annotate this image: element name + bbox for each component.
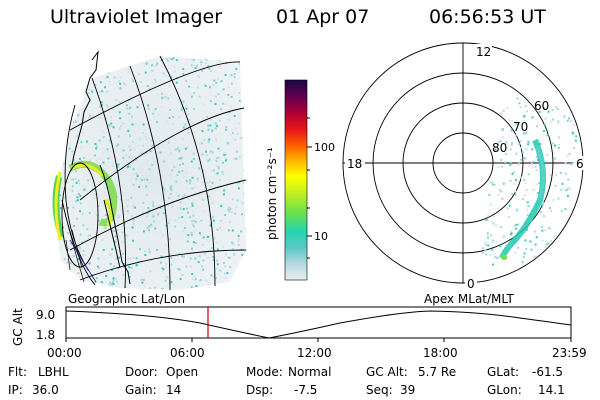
colorbar-tick-10: 10	[314, 230, 328, 243]
status-gcalt-label: GC Alt:	[366, 365, 408, 379]
timeline-xtick-1200: 12:00	[297, 346, 332, 360]
mlat-label-70: 70	[513, 120, 528, 134]
polar-emission-speckle	[481, 97, 578, 266]
right-panel-caption: Apex MLat/MLT	[424, 292, 514, 306]
timeline-ytick-low: 1.8	[36, 328, 55, 342]
colorbar-tick-100: 100	[314, 141, 335, 154]
mlat-label-60: 60	[534, 99, 549, 113]
mlt-label-12: 12	[476, 45, 491, 59]
timeline-xtick-0000: 00:00	[47, 346, 82, 360]
header-date: 01 Apr 07	[276, 6, 370, 28]
timeline-xtick-0600: 06:00	[170, 346, 205, 360]
status-seq-label: Seq:	[366, 383, 393, 397]
status-flt-label: Flt:	[8, 365, 27, 379]
status-dsp-label: Dsp:	[246, 383, 274, 397]
colorbar-unit-label: photon cm⁻²s⁻¹	[265, 147, 279, 240]
status-seq-value: 39	[400, 383, 416, 397]
timeline-ytick-high: 9.0	[36, 308, 55, 322]
status-flt-value: LBHL	[38, 365, 69, 379]
status-mode-value: Normal	[288, 365, 332, 379]
timeline-axis-label: GC Alt	[11, 308, 25, 346]
status-ip-value: 36.0	[32, 383, 59, 397]
status-glon-value: 14.1	[538, 383, 565, 397]
status-dsp-value: -7.5	[294, 383, 318, 397]
app-title: Ultraviolet Imager	[50, 6, 223, 28]
left-panel-caption: Geographic Lat/Lon	[68, 292, 186, 306]
mlt-label-0: 0	[467, 277, 475, 291]
status-gain-label: Gain:	[125, 383, 157, 397]
coastline	[71, 50, 131, 285]
status-gcalt-value: 5.7 Re	[418, 365, 457, 379]
status-ip-label: IP:	[8, 383, 23, 397]
lat-lon-grid	[61, 55, 247, 291]
timeline-xtick-1800: 18:00	[423, 346, 458, 360]
status-door-value: Open	[166, 365, 199, 379]
status-gain-value: 14	[166, 383, 182, 397]
header-time: 06:56:53 UT	[429, 6, 546, 28]
status-glat-value: -61.5	[532, 365, 564, 379]
status-glon-label: GLon:	[487, 383, 522, 397]
status-glat-label: GLat:	[487, 365, 520, 379]
timeline-xtick-2359: 23:59	[552, 346, 587, 360]
mlt-label-6: 6	[576, 157, 584, 171]
mlt-label-18: 18	[347, 157, 362, 171]
altitude-curve	[65, 310, 572, 339]
status-door-label: Door:	[125, 365, 158, 379]
mlat-label-80: 80	[492, 141, 507, 155]
status-mode-label: Mode:	[246, 365, 283, 379]
